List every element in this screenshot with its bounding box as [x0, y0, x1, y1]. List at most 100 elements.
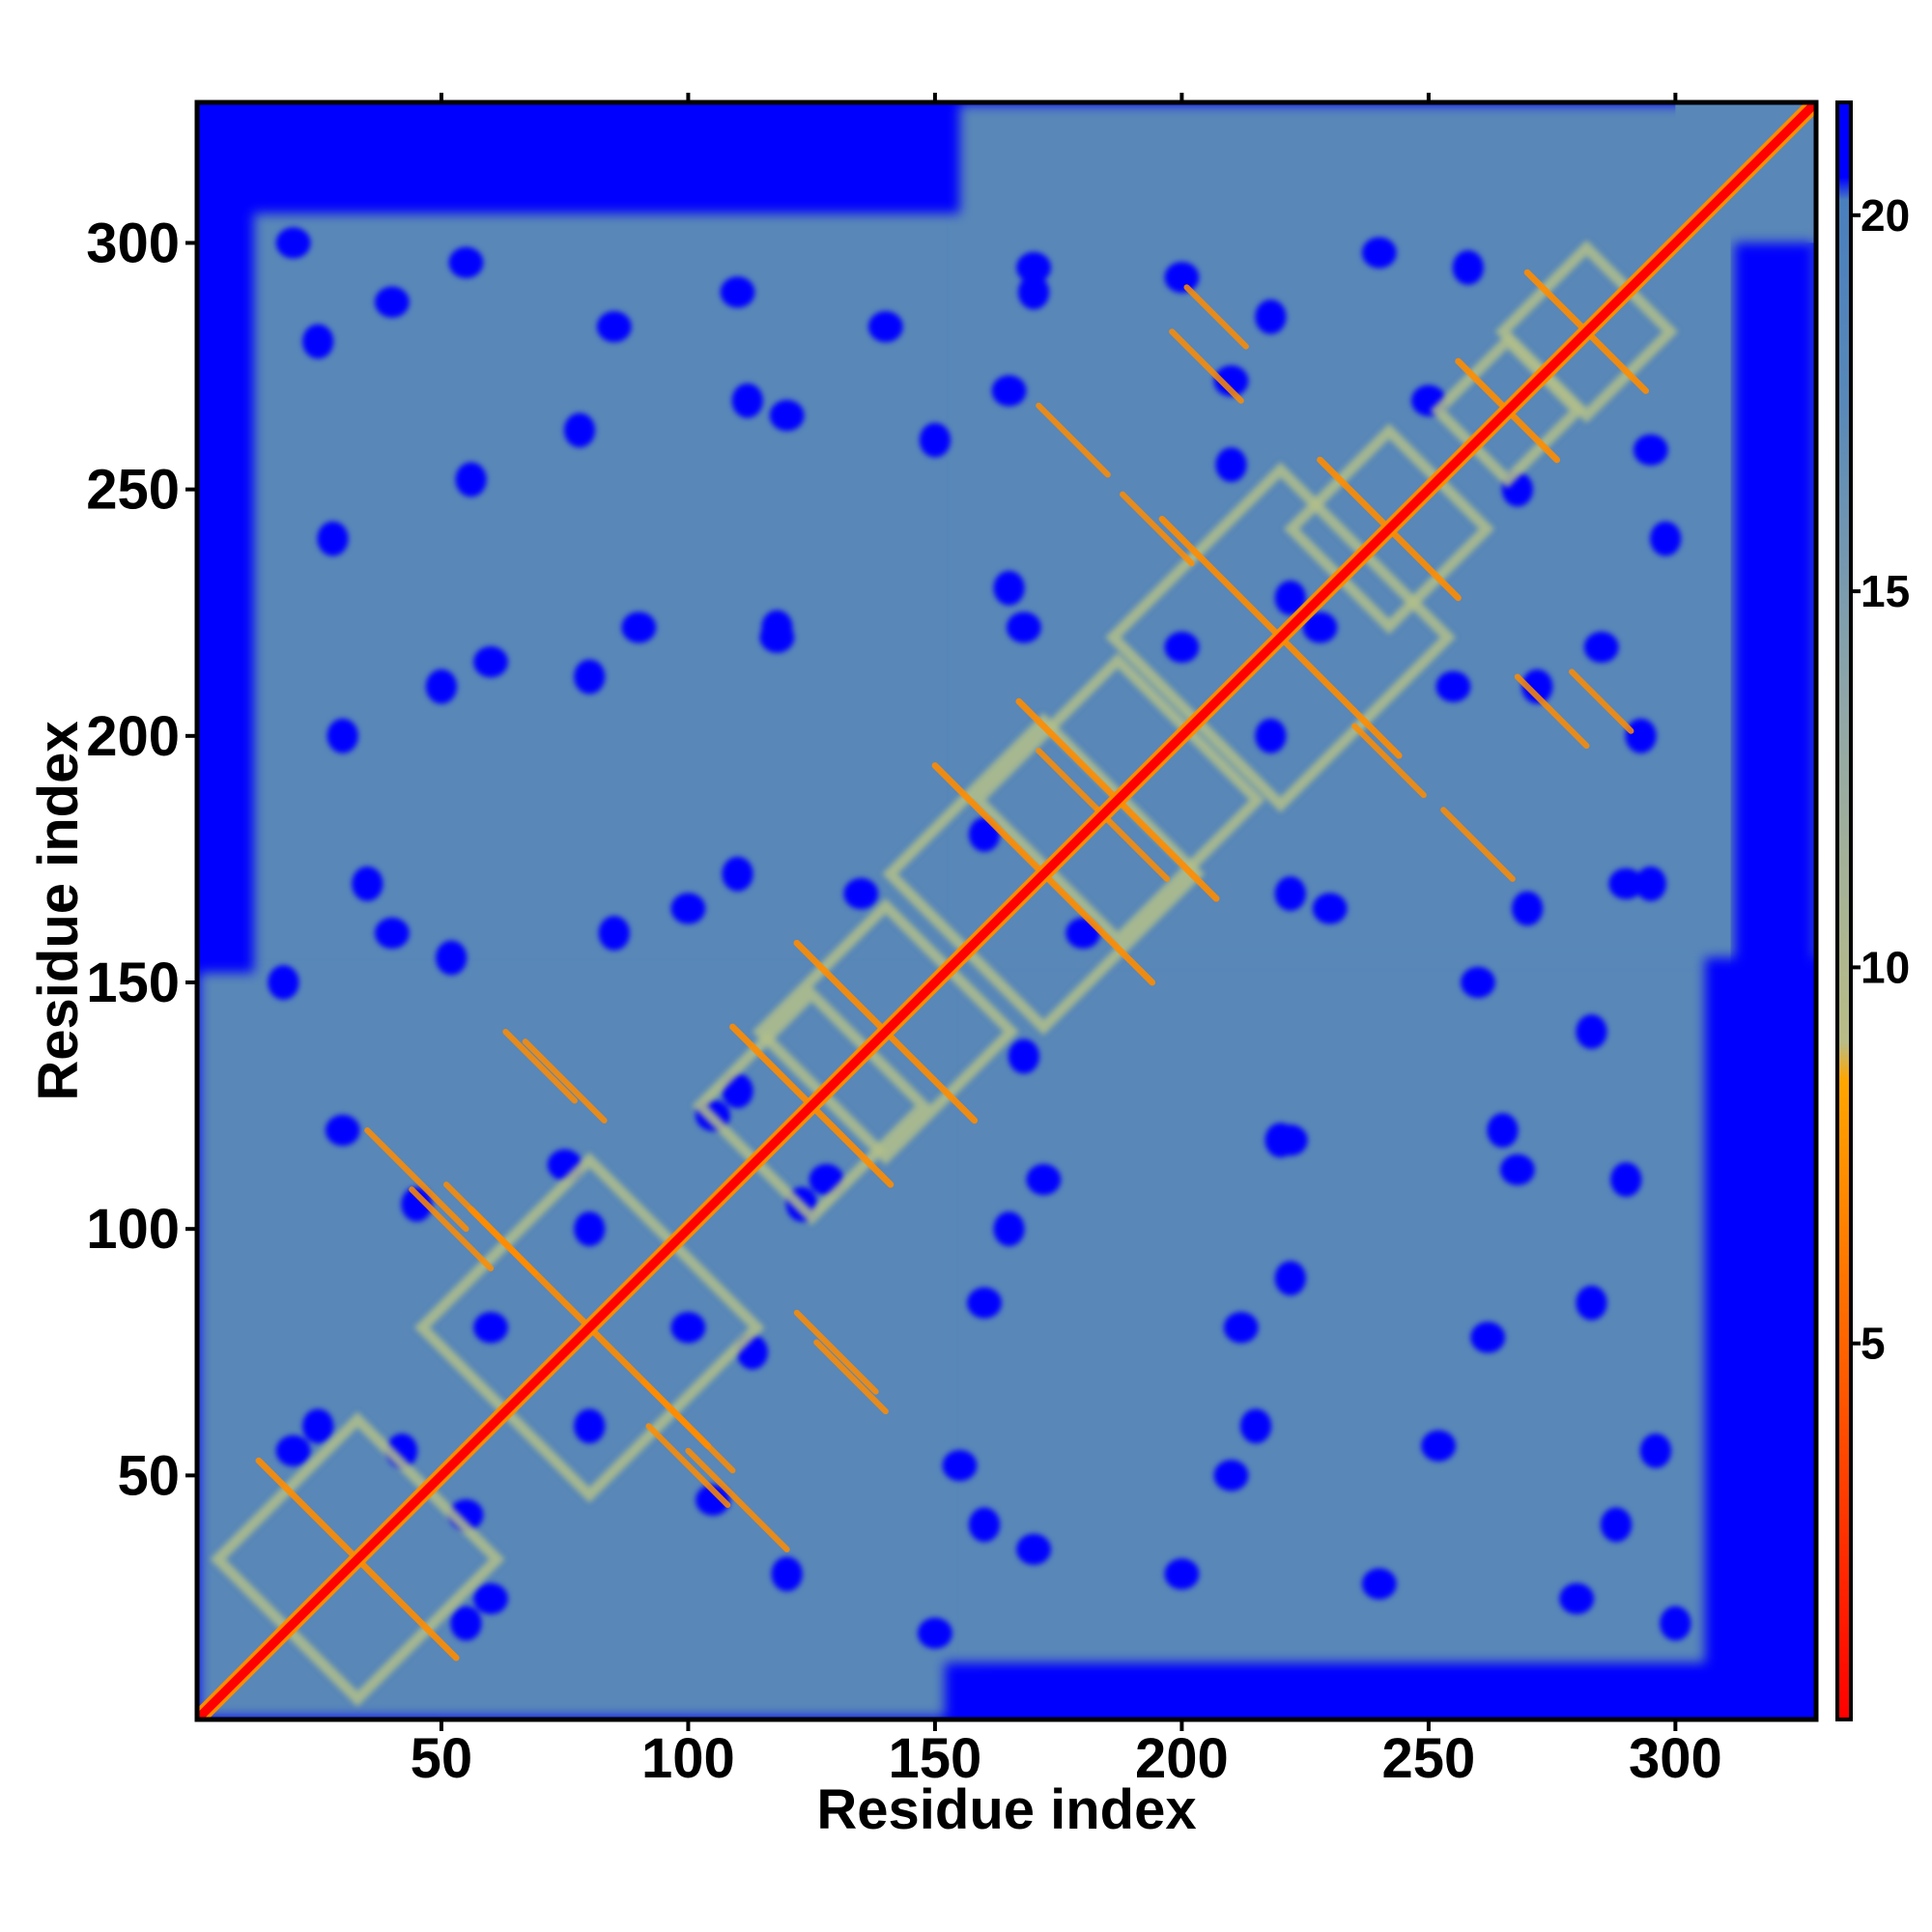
far-patch	[722, 856, 753, 892]
far-patch	[268, 965, 299, 1000]
far-patch	[993, 570, 1025, 606]
far-patch	[1499, 1153, 1535, 1186]
strand-contact	[1120, 491, 1195, 567]
far-patch	[670, 893, 706, 924]
x-axis-title: Residue index	[816, 1778, 1196, 1841]
far-patch	[563, 412, 596, 448]
strand-contact	[645, 1423, 731, 1509]
far-patch	[771, 1556, 803, 1592]
far-patch	[455, 462, 487, 497]
colorbar-ticks: 5 10 15 20	[1851, 190, 1910, 1369]
far-patch	[473, 646, 508, 678]
heatmap-diagonal	[197, 102, 1816, 1719]
y-axis: 50 100 150 200 250 300	[86, 212, 197, 1507]
far-patch	[1435, 670, 1471, 702]
far-patch	[843, 878, 879, 910]
strand-contact	[1440, 807, 1516, 882]
far-patch	[1608, 867, 1644, 900]
far-patch	[1610, 1162, 1642, 1198]
strand-contact	[1569, 668, 1634, 734]
far-patch	[1633, 434, 1668, 466]
strand-contact	[522, 1038, 608, 1123]
far-patch	[1487, 1113, 1519, 1148]
far-patch	[1625, 718, 1657, 753]
far-patch	[1213, 1460, 1249, 1492]
strand-contact	[1036, 402, 1111, 478]
strand-contact	[640, 1378, 736, 1474]
far-patch	[401, 1186, 433, 1222]
colorbar-tick-label: 15	[1861, 566, 1910, 616]
strand-contact	[793, 1309, 879, 1395]
far-patch	[1660, 1605, 1691, 1641]
strand-contact	[409, 1186, 495, 1272]
far-patch	[1361, 1568, 1397, 1600]
colorbar: 5 10 15 20	[1835, 100, 1910, 1721]
far-patch	[1521, 668, 1553, 704]
far-patch	[967, 1287, 1002, 1319]
colorbar-tick-label: 10	[1861, 942, 1910, 992]
y-axis-title: Residue index	[27, 721, 90, 1100]
far-patch	[1650, 521, 1682, 556]
strand-contact	[685, 1447, 790, 1552]
far-patch	[473, 1312, 508, 1344]
far-patch	[1016, 251, 1051, 284]
far-patch	[1008, 1038, 1039, 1074]
far-patch	[1452, 250, 1484, 285]
far-patch	[1213, 365, 1249, 397]
far-patch	[598, 916, 630, 951]
far-patch	[1016, 1533, 1051, 1566]
far-patch	[574, 1211, 606, 1247]
y-tick-label: 150	[86, 952, 180, 1014]
far-patch	[327, 718, 358, 753]
strand-contact	[1094, 807, 1171, 882]
far-patch	[1583, 631, 1619, 664]
far-patch	[374, 917, 410, 950]
far-patch	[1215, 447, 1247, 483]
far-patch	[574, 1408, 606, 1444]
far-patch	[621, 611, 657, 643]
strand-contact	[442, 1181, 539, 1277]
strand-contact	[813, 1339, 889, 1415]
diagonal-line	[197, 102, 1816, 1719]
far-patch	[1634, 867, 1666, 901]
far-patch	[1461, 966, 1495, 999]
far-patch	[436, 940, 468, 976]
colorbar-frame	[1835, 100, 1853, 1721]
far-patch	[425, 668, 458, 704]
x-tick-label: 200	[1135, 1727, 1229, 1790]
far-patch	[450, 1605, 482, 1641]
far-patch	[1576, 1285, 1607, 1321]
x-tick-label: 50	[411, 1727, 473, 1790]
strand-contact	[1169, 328, 1244, 404]
bottom-far-band	[984, 1672, 1725, 1718]
far-patch	[596, 311, 632, 343]
far-patch	[731, 383, 763, 418]
colorbar-tick-label: 5	[1861, 1319, 1886, 1369]
plot-frame	[194, 99, 1819, 1722]
far-patch	[275, 1435, 311, 1466]
far-patch	[1007, 611, 1041, 643]
y-tick-label: 250	[86, 459, 180, 522]
far-patch	[302, 1408, 334, 1444]
x-tick-label: 150	[889, 1727, 982, 1790]
far-patch	[1274, 581, 1306, 615]
far-patch	[1018, 274, 1050, 310]
far-patch	[1361, 237, 1397, 269]
strand-contact	[364, 1127, 469, 1233]
y-tick-label: 300	[86, 212, 180, 274]
far-patch	[696, 1484, 730, 1516]
far-patch	[1164, 1558, 1200, 1590]
far-patch	[448, 246, 484, 278]
far-patch	[473, 1582, 508, 1615]
y-tick-label: 100	[86, 1198, 180, 1261]
x-tick-label: 100	[641, 1727, 735, 1790]
x-tick-label: 300	[1629, 1727, 1722, 1790]
far-patch	[317, 521, 349, 556]
far-patch	[1470, 1321, 1506, 1353]
far-patch	[1421, 1430, 1456, 1462]
far-patch	[302, 324, 334, 359]
far-patch	[769, 399, 805, 432]
far-patch	[1272, 1124, 1308, 1156]
far-patch	[1511, 891, 1544, 926]
